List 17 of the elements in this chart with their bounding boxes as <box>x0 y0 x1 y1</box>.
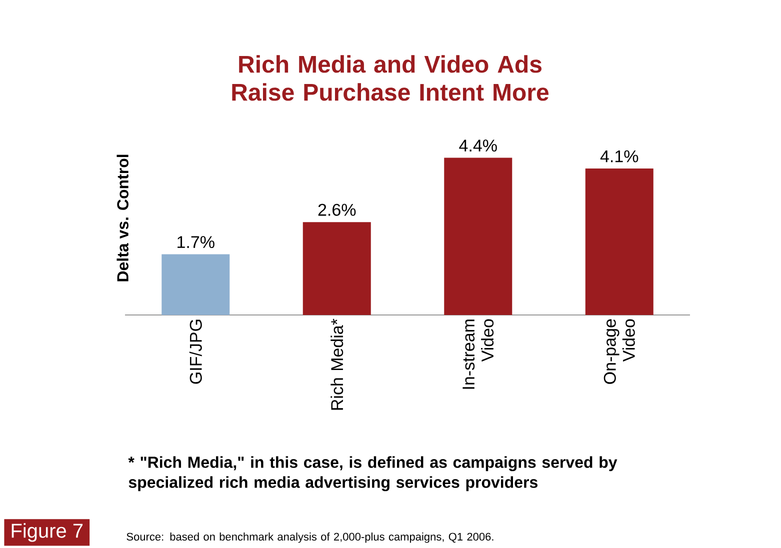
x-tick-label: In-stream Video <box>462 319 494 389</box>
chart-title: Rich Media and Video Ads Raise Purchase Intent More <box>232 55 549 101</box>
bar <box>444 158 512 315</box>
bar <box>585 168 654 315</box>
text: * "Rich Media," in this case, is defined as campaigns served by specialized rich media advertising services providers <box>128 456 618 492</box>
x-tick-label: Rich Media* <box>330 318 344 410</box>
data-label: 4.4% <box>459 140 497 152</box>
y-axis-title: Delta vs. Control <box>116 154 128 282</box>
caption: Figure 7 <box>12 523 83 542</box>
x-tick-label: On-page Video <box>604 319 635 384</box>
source-note: Source: based on benchmark analysis of 2,000-plus campaigns, Q1 2006. <box>126 532 494 543</box>
data-label: 2.6% <box>318 204 356 216</box>
bar <box>302 222 371 315</box>
data-label: 4.1% <box>600 150 638 162</box>
bar <box>162 254 230 315</box>
data-label: 1.7% <box>178 236 214 248</box>
x-tick-label: GIF/JPG <box>189 320 202 384</box>
